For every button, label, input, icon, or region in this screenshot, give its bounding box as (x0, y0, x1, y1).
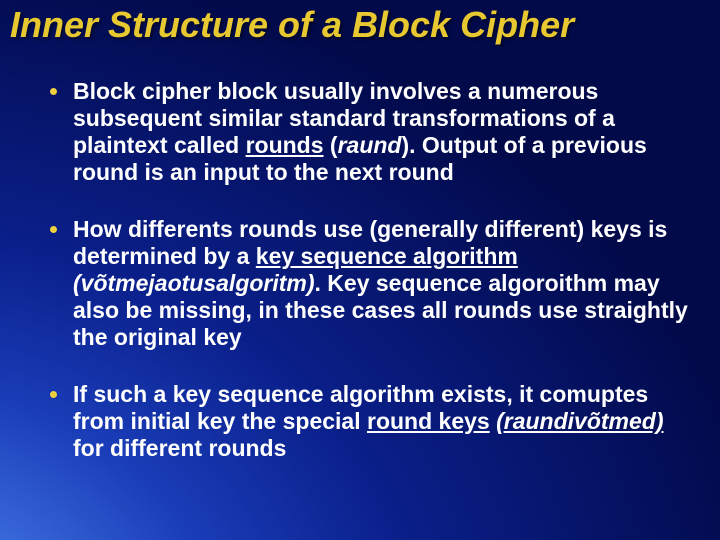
slide-title: Inner Structure of a Block Cipher (10, 4, 710, 46)
bullet-text: Block cipher block usually involves a nu… (73, 78, 690, 186)
slide-body: Block cipher block usually involves a nu… (50, 78, 690, 462)
bullet-item: How differents rounds use (generally dif… (50, 216, 690, 351)
bullet-text: If such a key sequence algorithm exists,… (73, 381, 690, 462)
bullet-dot-icon (50, 391, 57, 398)
bullet-item: If such a key sequence algorithm exists,… (50, 381, 690, 462)
bullet-item: Block cipher block usually involves a nu… (50, 78, 690, 186)
slide: Inner Structure of a Block Cipher Block … (0, 0, 720, 540)
bullet-dot-icon (50, 226, 57, 233)
bullet-dot-icon (50, 88, 57, 95)
bullet-text: How differents rounds use (generally dif… (73, 216, 690, 351)
